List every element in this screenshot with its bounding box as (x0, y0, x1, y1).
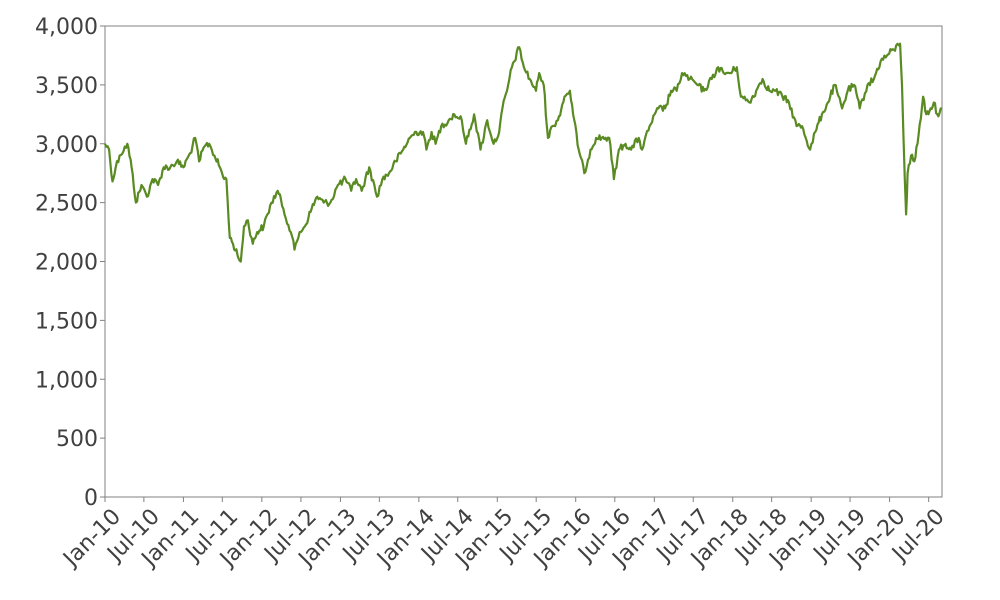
y-tick-label: 3,000 (35, 133, 98, 158)
y-tick-label: 0 (84, 486, 98, 511)
y-axis-ticks: 0 500 1,000 1,500 2,000 2,500 3,000 3,500 4,000 (35, 15, 105, 511)
plot-area-frame (104, 25, 943, 498)
y-tick-label: 4,000 (35, 15, 98, 40)
y-tick-label: 3,500 (35, 74, 98, 99)
y-tick-label: 1,000 (35, 368, 98, 393)
x-axis-ticks: Jan-10Jul-10Jan-11Jul-11Jan-12Jul-12Jan-… (58, 497, 950, 573)
y-tick-label: 2,000 (35, 251, 98, 276)
y-tick-label: 2,500 (35, 192, 98, 217)
y-tick-label: 1,500 (35, 309, 98, 334)
y-tick-label: 500 (56, 427, 98, 452)
series-line (104, 42, 942, 263)
